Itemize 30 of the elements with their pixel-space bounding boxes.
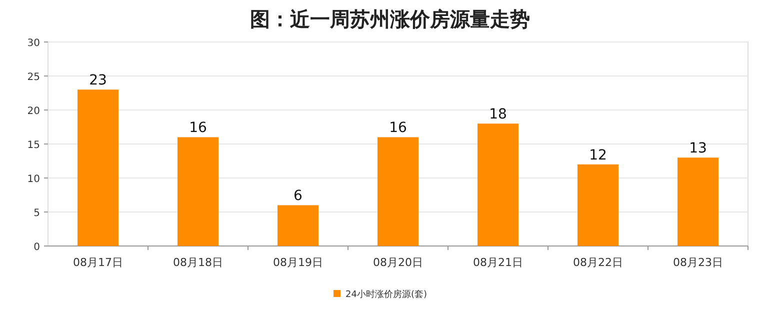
x-tick-label: 08月23日 bbox=[673, 256, 723, 269]
bar bbox=[478, 124, 518, 246]
bar bbox=[578, 164, 618, 246]
bar bbox=[278, 205, 318, 246]
data-label: 13 bbox=[689, 140, 707, 157]
chart-title: 图：近一周苏州涨价房源量走势 bbox=[250, 7, 530, 31]
bar bbox=[78, 90, 118, 246]
legend-label: 24小时涨价房源(套) bbox=[346, 289, 427, 300]
bar bbox=[678, 158, 718, 246]
data-label: 18 bbox=[489, 106, 507, 123]
y-tick-label: 0 bbox=[34, 242, 40, 253]
y-tick-label: 20 bbox=[27, 106, 40, 117]
x-tick-label: 08月19日 bbox=[273, 256, 323, 269]
data-label: 16 bbox=[189, 120, 207, 136]
x-tick-label: 08月20日 bbox=[373, 256, 423, 269]
y-tick-label: 5 bbox=[34, 208, 40, 219]
data-label: 16 bbox=[389, 120, 407, 136]
bar bbox=[178, 137, 218, 246]
data-label: 6 bbox=[294, 188, 303, 204]
y-tick-label: 25 bbox=[27, 72, 40, 83]
bar bbox=[378, 137, 418, 246]
x-tick-label: 08月22日 bbox=[573, 256, 623, 269]
y-tick-label: 10 bbox=[27, 174, 40, 185]
data-label: 12 bbox=[589, 147, 607, 164]
x-tick-label: 08月18日 bbox=[173, 256, 223, 269]
y-tick-label: 15 bbox=[27, 140, 40, 151]
y-tick-label: 30 bbox=[27, 38, 40, 49]
x-tick-label: 08月21日 bbox=[473, 256, 523, 269]
x-tick-label: 08月17日 bbox=[73, 256, 123, 269]
data-label: 23 bbox=[89, 72, 107, 89]
